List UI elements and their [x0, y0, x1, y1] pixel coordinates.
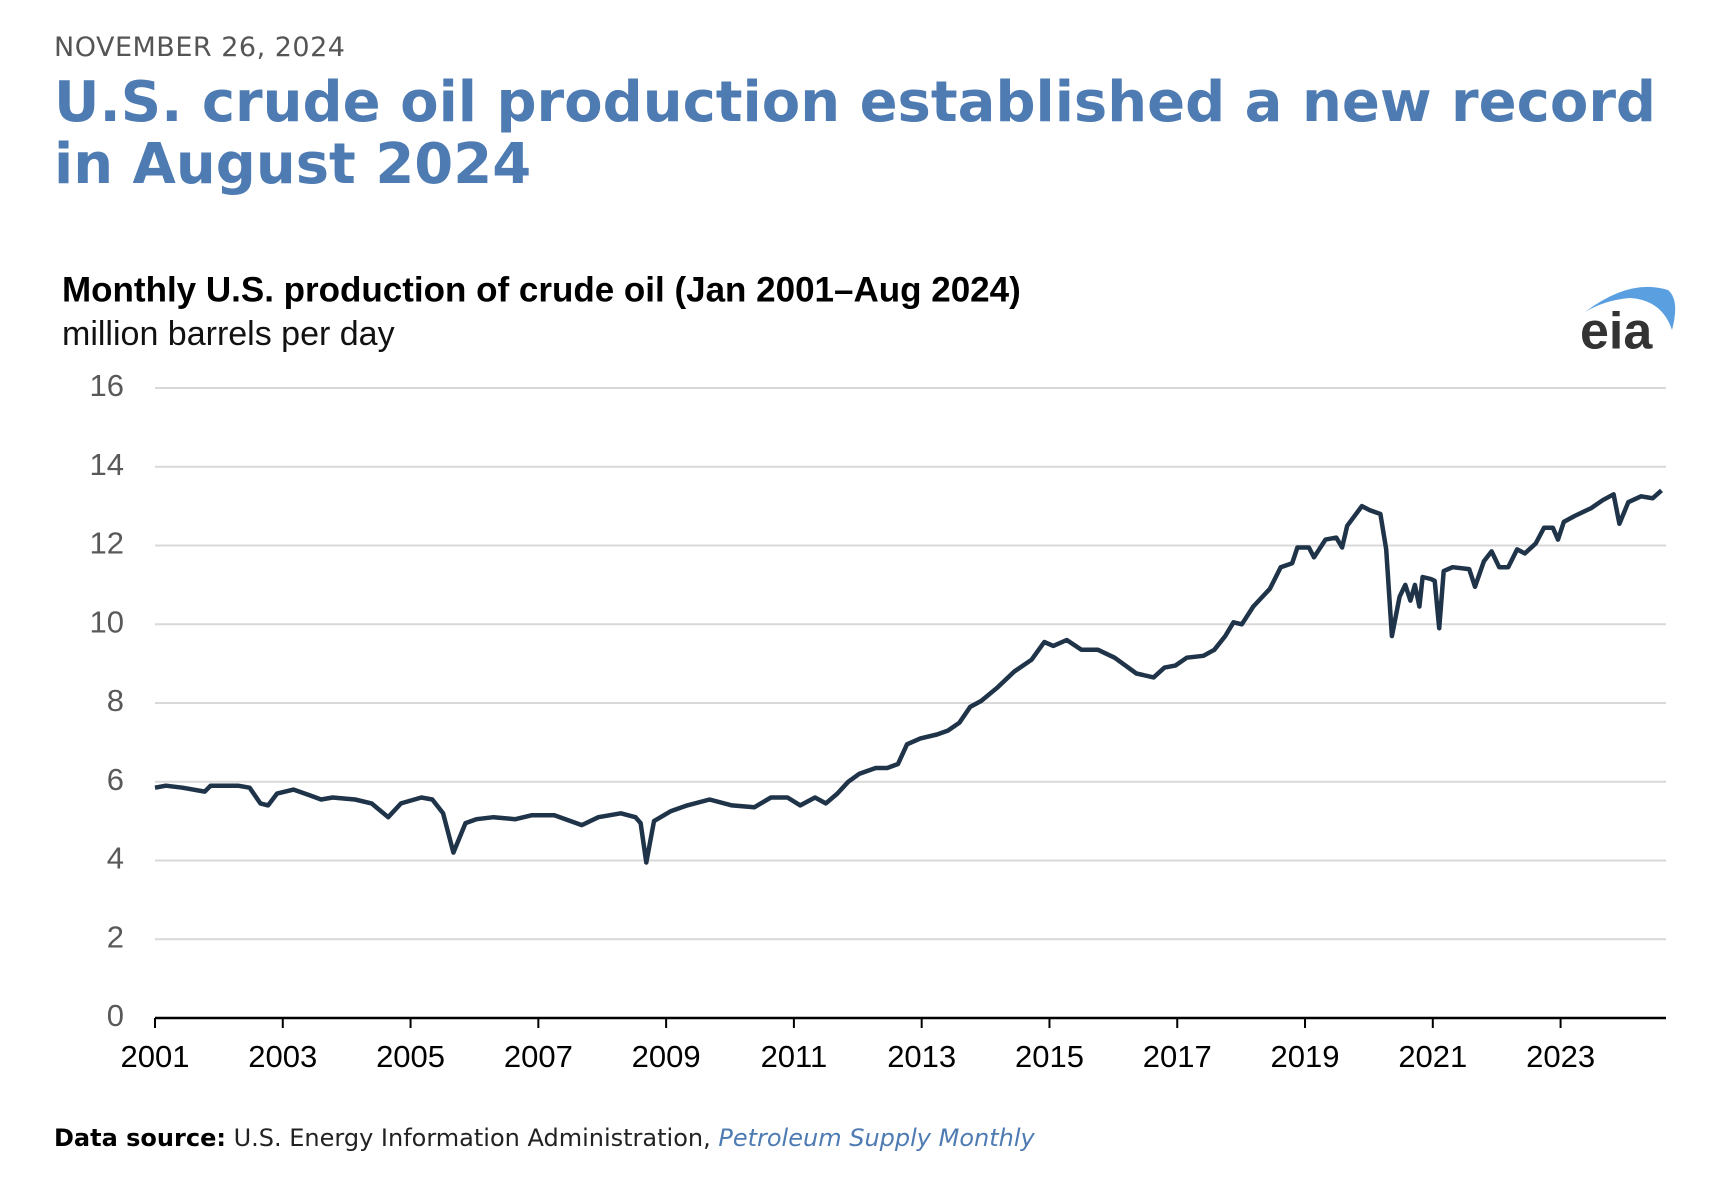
chart-title: Monthly U.S. production of crude oil (Ja…: [62, 270, 1021, 309]
logo: eia: [1580, 303, 1653, 361]
chart: Monthly U.S. production of crude oil (Ja…: [62, 270, 1676, 1074]
y-tick-label: 14: [90, 447, 124, 482]
x-tick-label: 2003: [248, 1039, 317, 1074]
y-tick-label: 4: [107, 841, 124, 876]
x-tick-label: 2021: [1398, 1039, 1467, 1074]
y-tick-label: 16: [90, 368, 124, 403]
x-tick-label: 2013: [887, 1039, 956, 1074]
source-publication: Petroleum Supply Monthly: [718, 1124, 1035, 1152]
x-tick-label: 2019: [1271, 1039, 1340, 1074]
source-text: U.S. Energy Information Administration,: [233, 1124, 711, 1152]
y-tick-label: 10: [90, 604, 124, 639]
x-tick-label: 2011: [761, 1039, 828, 1074]
x-tick-label: 2017: [1143, 1039, 1212, 1074]
x-tick-label: 2005: [376, 1039, 445, 1074]
source-label: Data source:: [54, 1124, 226, 1152]
x-tick-label: 2023: [1526, 1039, 1595, 1074]
y-tick-label: 0: [107, 998, 124, 1033]
x-tick-label: 2007: [504, 1039, 573, 1074]
y-tick-label: 8: [107, 683, 124, 718]
y-tick-label: 6: [107, 762, 124, 797]
chart-subtitle: million barrels per day: [62, 315, 395, 353]
x-tick-label: 2015: [1015, 1039, 1084, 1074]
source: Data source: U.S. Energy Information Adm…: [54, 1124, 1035, 1152]
headline: U.S. crude oil production established a …: [54, 70, 1657, 197]
y-tick-label: 12: [90, 526, 124, 561]
x-tick-label: 2009: [632, 1039, 701, 1074]
date: NOVEMBER 26, 2024: [54, 32, 346, 63]
data-line: [154, 488, 1663, 865]
x-tick-label: 2001: [121, 1039, 190, 1074]
y-tick-label: 2: [107, 919, 124, 954]
logo-arc: [1585, 286, 1676, 330]
